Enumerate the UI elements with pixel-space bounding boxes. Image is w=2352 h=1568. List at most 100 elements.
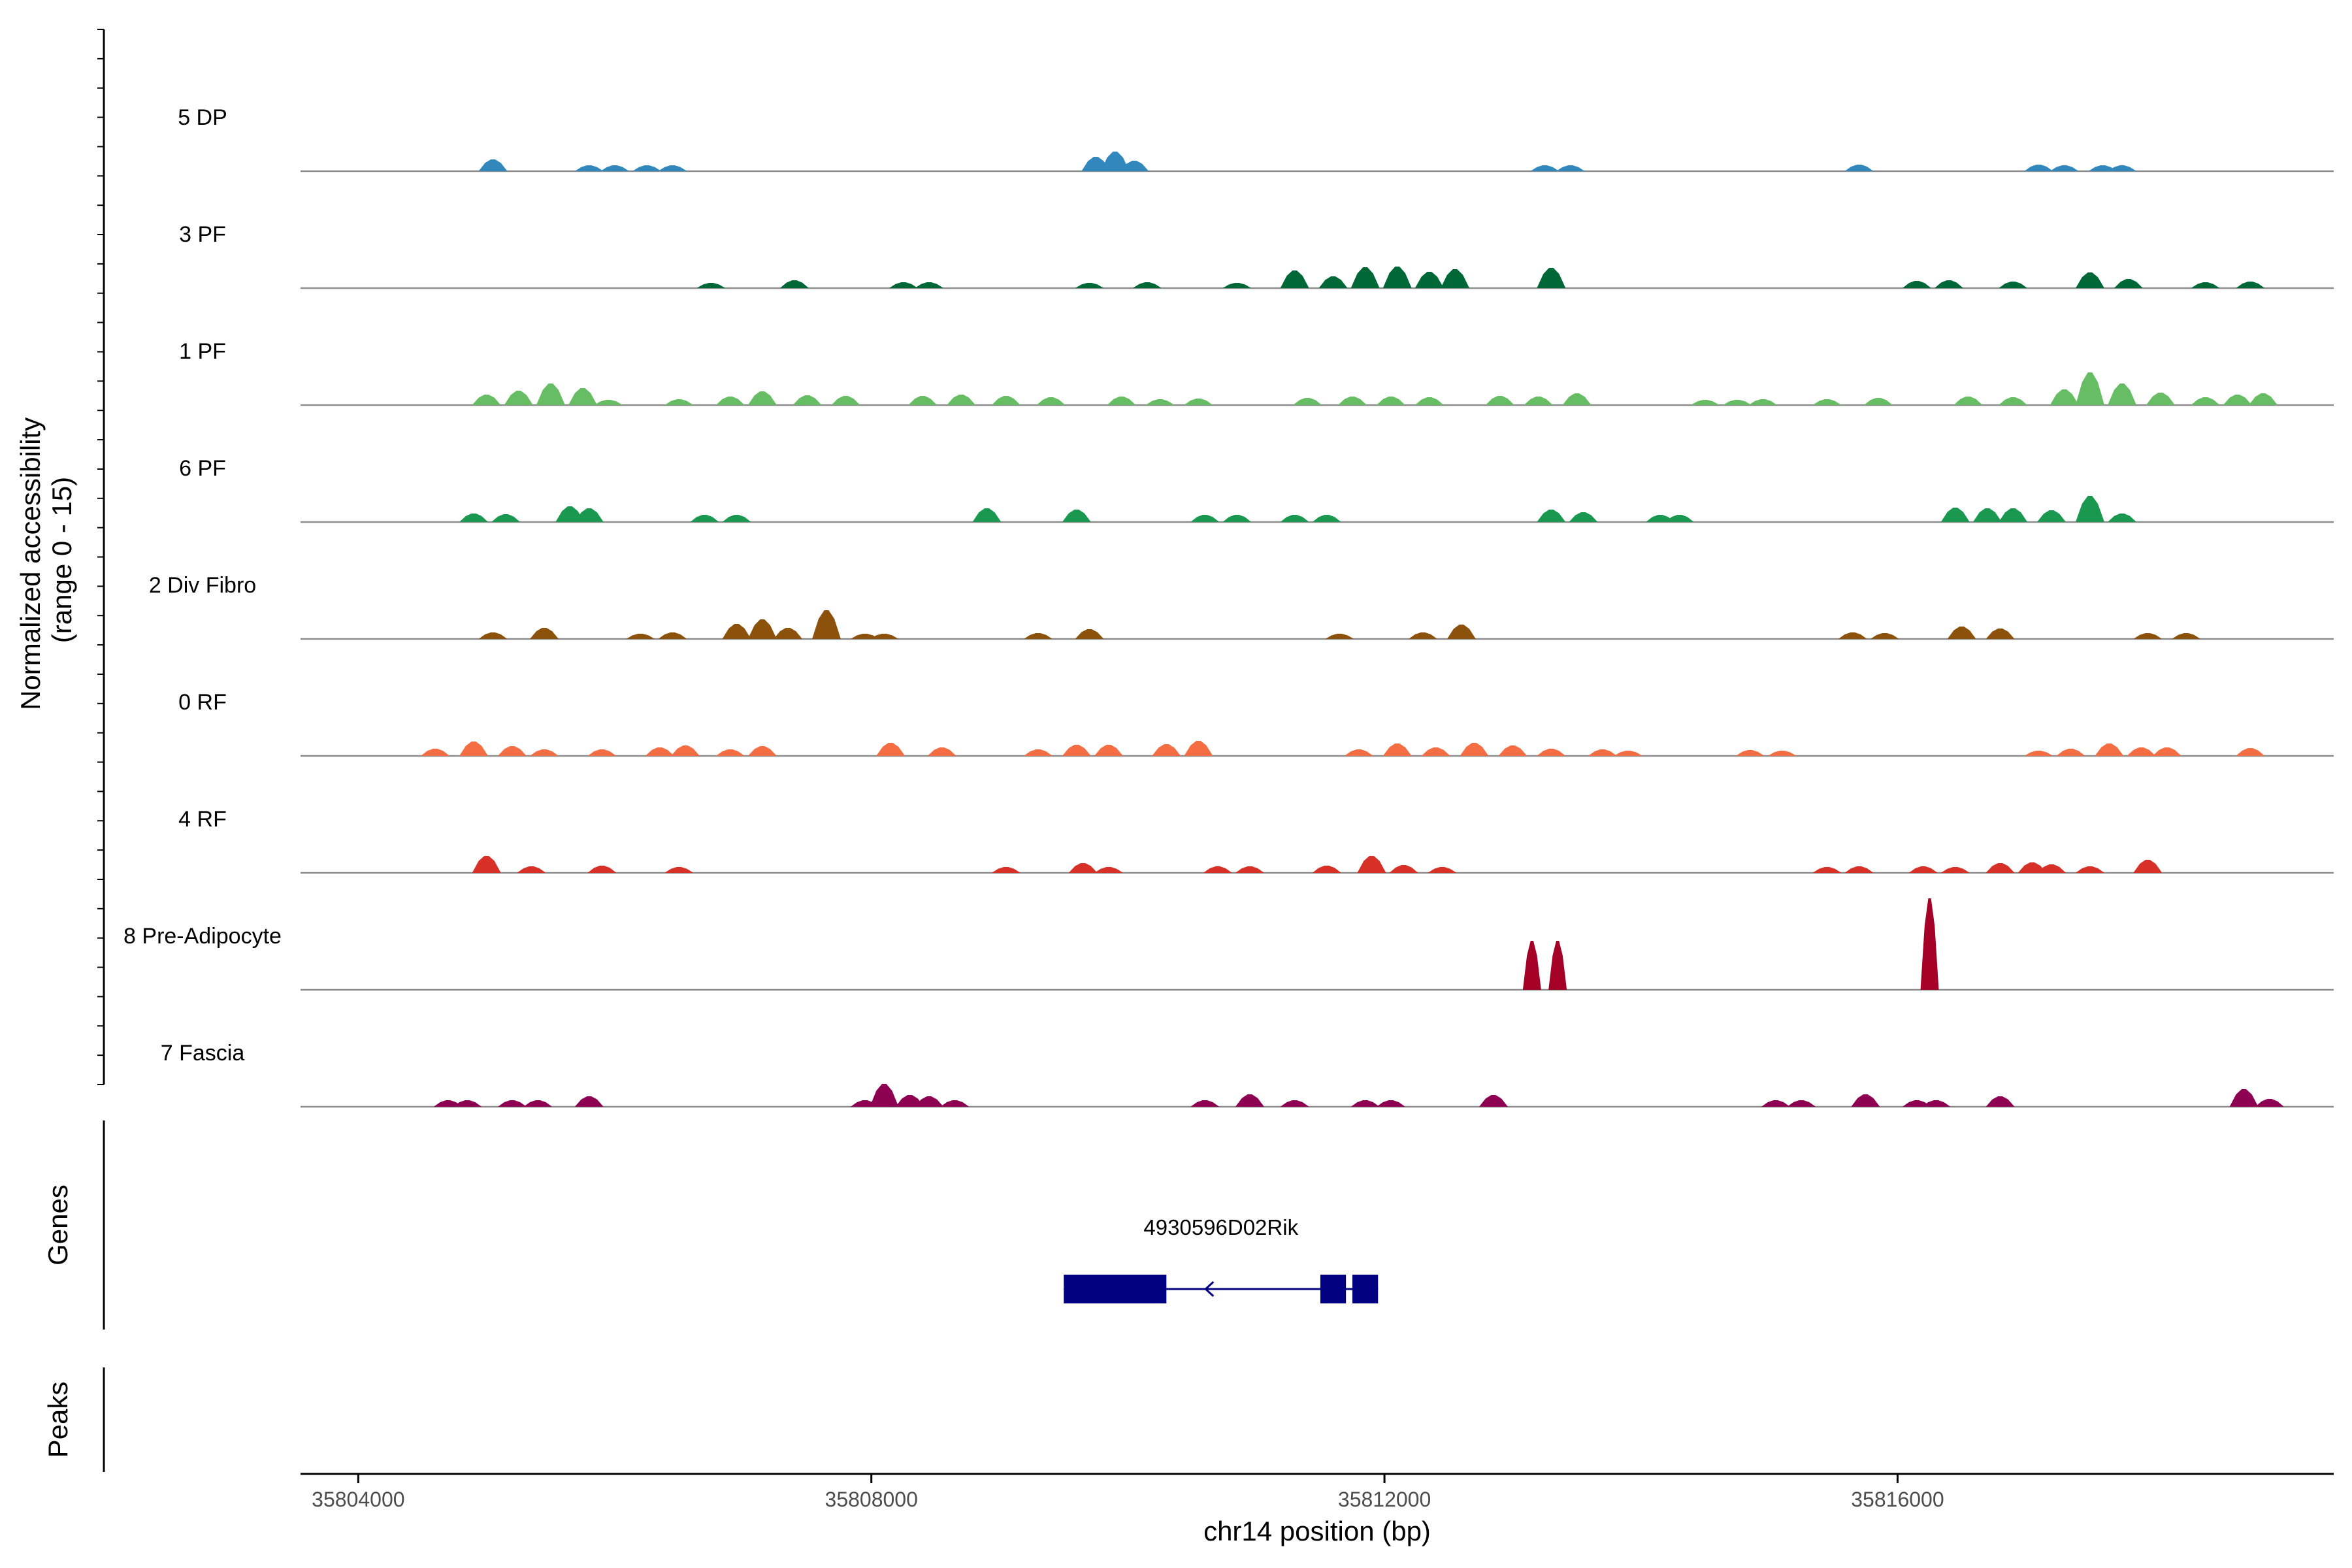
coverage-peak (1408, 632, 1437, 639)
coverage-peak (600, 165, 630, 171)
coverage-peak (1382, 267, 1412, 288)
coverage-peak (2075, 496, 2104, 522)
x-tick-label: 35816000 (1851, 1488, 1944, 1511)
coverage-peak (1107, 397, 1136, 405)
coverage-peak (574, 508, 604, 522)
coverage-y-axis-title-line1: Normalized accessibility (15, 417, 46, 710)
gene-strand-arrow (1204, 1281, 1215, 1298)
coverage-peak (1844, 866, 1874, 873)
coverage-peak (2172, 633, 2201, 639)
coverage-peak (2108, 384, 2137, 405)
track-7-fascia: 7 Fascia (161, 1041, 2334, 1108)
x-axis-ticks: 35804000 35808000 35812000 35816000 (312, 1474, 1944, 1511)
coverage-peak (972, 508, 1002, 522)
coverage-peak (1851, 1094, 1880, 1107)
coverage-peak (632, 165, 662, 171)
coverage-peak (645, 747, 674, 756)
coverage-peak (1094, 745, 1123, 756)
coverage-peak (1344, 749, 1373, 756)
coverage-peak (472, 395, 501, 405)
coverage-peak (2050, 389, 2079, 405)
coverage-peak (1068, 863, 1098, 873)
coverage-peak (1152, 744, 1181, 756)
coverage-peak (478, 159, 508, 171)
coverage-peak (1414, 397, 1444, 405)
coverage-peak (453, 1100, 482, 1107)
coverage-peak (671, 745, 700, 756)
coverage-peak (1562, 393, 1592, 405)
coverage-peak (715, 749, 745, 756)
coverage-peak (1522, 941, 1541, 990)
coverage-peak (1023, 749, 1053, 756)
coverage-peak (1184, 399, 1213, 405)
coverage-peak (2056, 749, 2085, 756)
coverage-y-axis-title: Normalized accessibility (range 0 - 15) (15, 410, 77, 710)
coverage-peak (1953, 397, 1983, 405)
track-2-div-fibro: 2 Div Fibro (149, 573, 2334, 640)
x-axis-title: chr14 position (bp) (1203, 1516, 1431, 1546)
track-label: 4 RF (178, 807, 227, 832)
coverage-peak (1036, 397, 1066, 405)
coverage-peak (2191, 397, 2220, 405)
track-label: 1 PF (179, 339, 226, 364)
coverage-peak (658, 165, 687, 171)
coverage-peak (2037, 510, 2066, 522)
coverage-peak (1478, 1095, 1508, 1107)
coverage-peak (1062, 745, 1091, 756)
coverage-peak (1184, 741, 1213, 756)
coverage-peak (472, 856, 501, 873)
coverage-peak (1357, 856, 1386, 873)
coverage-peak (1537, 268, 1566, 288)
coverage-peak (1446, 625, 1476, 639)
coverage-peak (459, 742, 489, 756)
coverage-peak (1863, 398, 1893, 405)
genes-panel-title: Genes (42, 1184, 73, 1266)
coverage-peak (2037, 864, 2066, 873)
coverage-peak (1222, 515, 1252, 522)
coverage-peak (722, 515, 751, 522)
coverage-peak (1723, 400, 1752, 405)
track-3-pf: 3 PF (179, 222, 2334, 289)
coverage-peak (915, 282, 944, 288)
coverage-peak (889, 282, 918, 288)
coverage-peak (2024, 165, 2053, 171)
coverage-peak (1748, 399, 1778, 405)
coverage-peak (587, 749, 617, 756)
coverage-peak (696, 283, 726, 288)
coverage-peak (1921, 1100, 1951, 1107)
coverage-peak (2095, 743, 2124, 756)
coverage-peak (517, 866, 546, 873)
coverage-peak (587, 866, 617, 873)
coverage-peak (1280, 1100, 1309, 1107)
coverage-peak (991, 867, 1021, 873)
coverage-peak (1908, 866, 1938, 873)
coverage-peak (831, 396, 860, 405)
gene-exon (1352, 1275, 1379, 1303)
coverage-peak (1838, 632, 1867, 639)
coverage-peak (1735, 750, 1765, 756)
coverage-peak (2255, 1099, 2284, 1107)
coverage-peak (2108, 165, 2137, 171)
coverage-peak (1498, 745, 1527, 756)
coverage-peak (626, 634, 655, 639)
coverage-peak (658, 632, 687, 639)
coverage-peak (1985, 863, 2015, 873)
gene-exon (1320, 1275, 1347, 1303)
coverage-peak (459, 514, 489, 522)
coverage-peak (1312, 515, 1341, 522)
coverage-peak (2236, 748, 2265, 756)
coverage-peak (747, 619, 777, 639)
coverage-y-axis-ticks (97, 29, 104, 1085)
coverage-peak (1460, 743, 1489, 756)
coverage-peak (1920, 898, 1939, 990)
coverage-peak (1972, 508, 2002, 522)
coverage-peak (1537, 749, 1566, 756)
coverage-peak (2146, 393, 2175, 405)
coverage-peak (2127, 747, 2156, 756)
coverage-peak (1235, 866, 1264, 873)
coverage-peak (523, 1100, 553, 1107)
coverage-peak (1075, 283, 1104, 288)
coverage-peak (870, 634, 899, 639)
coverage-peak (1902, 281, 1931, 288)
coverage-peak (1382, 743, 1412, 756)
